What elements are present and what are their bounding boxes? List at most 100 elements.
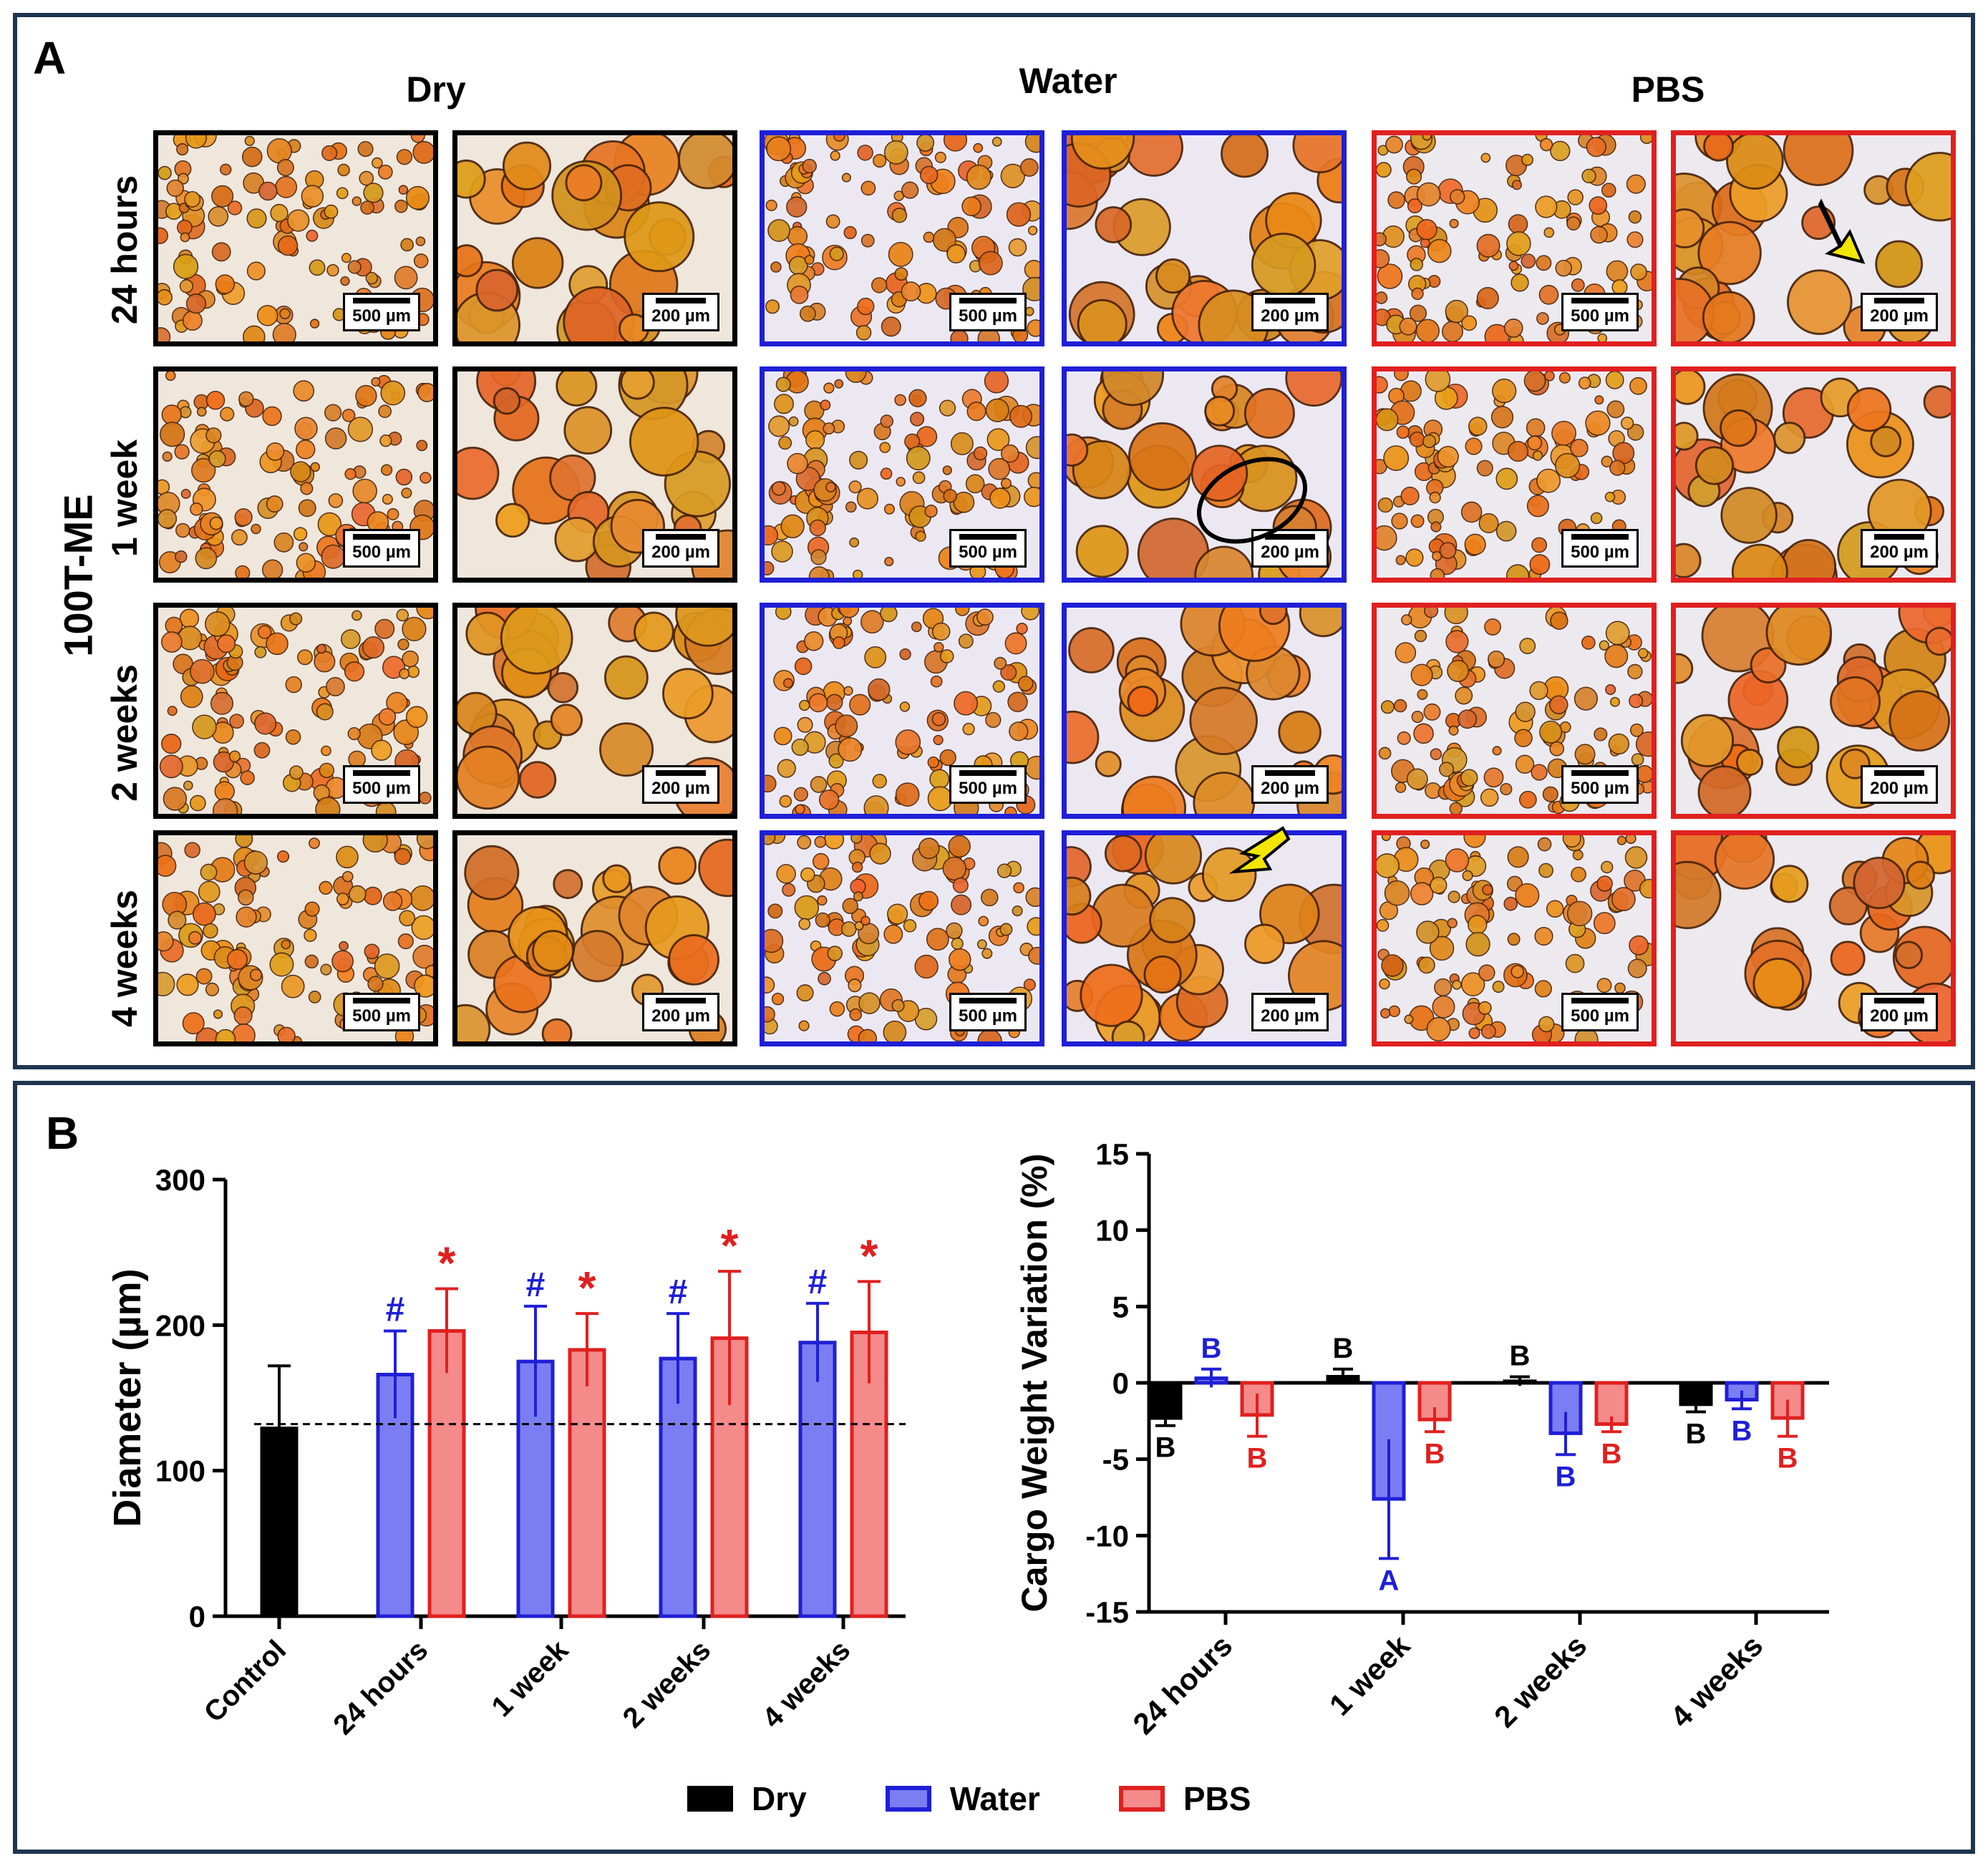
micrograph-dry-24-hours-high: 200 µm <box>452 130 737 346</box>
scale-bar-label: 200 µm <box>1261 1006 1319 1026</box>
scale-bar: 200 µm <box>642 765 719 804</box>
bar-pbs <box>568 1348 606 1618</box>
y-tick-label: 5 <box>1112 1290 1129 1323</box>
scale-bar-line <box>1265 534 1316 540</box>
significance-letter: B <box>1732 1415 1752 1447</box>
micrograph-pbs-4-weeks-high: 200 µm <box>1671 830 1956 1046</box>
scale-bar: 200 µm <box>1251 765 1329 804</box>
legend-label-dry: Dry <box>752 1780 807 1817</box>
scale-bar: 200 µm <box>1251 993 1329 1031</box>
microspheres-image <box>158 135 433 341</box>
significance-letter: B <box>1510 1340 1531 1371</box>
panel-b-letter: B <box>46 1107 79 1159</box>
panel-b: B <box>13 1081 1975 1854</box>
microspheres-image <box>1067 608 1342 814</box>
micrograph-pbs-24-hours-low: 500 µm <box>1372 130 1657 346</box>
significance-letter: B <box>1247 1443 1268 1474</box>
legend: Dry Water PBS <box>687 1779 1251 1818</box>
scale-bar: 500 µm <box>949 765 1027 804</box>
micrograph-pbs-2-weeks-high: 200 µm <box>1671 603 1956 819</box>
micrograph-water-2-weeks-low: 500 µm <box>760 603 1044 819</box>
significance-mark: # <box>526 1266 546 1304</box>
scale-bar: 500 µm <box>343 765 420 804</box>
significance-mark: * <box>438 1238 456 1289</box>
microspheres-image <box>159 608 433 814</box>
scale-bar-label: 500 µm <box>1571 306 1629 326</box>
scale-bar-label: 500 µm <box>959 1006 1017 1026</box>
scale-bar: 200 µm <box>1251 293 1329 331</box>
scale-bar: 500 µm <box>343 293 420 331</box>
arrow-icon <box>1818 198 1866 264</box>
y-axis-label: Cargo Weight Variation (%) <box>1014 1154 1054 1613</box>
x-tick-label: 2 weeks <box>1488 1628 1593 1734</box>
scale-bar: 500 µm <box>949 529 1027 568</box>
scale-bar: 500 µm <box>1561 293 1639 331</box>
significance-letter: B <box>1778 1443 1798 1474</box>
column-header-water: Water <box>1019 61 1117 101</box>
x-tick-label: Control <box>198 1634 293 1729</box>
significance-mark: * <box>860 1230 878 1281</box>
micrograph-dry-1-week-low: 500 µm <box>153 366 438 583</box>
scale-bar: 200 µm <box>1861 529 1938 568</box>
micrograph-water-24-hours-low: 500 µm <box>760 130 1044 346</box>
bar-water <box>798 1341 837 1618</box>
significance-letter: B <box>1601 1438 1622 1469</box>
scale-bar-line <box>353 534 411 540</box>
highlight-ellipse <box>1196 457 1308 544</box>
scale-bar-label: 500 µm <box>959 543 1017 562</box>
x-tick-label: 24 hours <box>327 1634 434 1741</box>
significance-letter: B <box>1201 1333 1222 1364</box>
scale-bar: 200 µm <box>1861 765 1938 804</box>
legend-swatch-water <box>885 1786 931 1812</box>
scale-bar: 500 µm <box>949 993 1027 1031</box>
scale-bar-label: 200 µm <box>651 543 710 562</box>
microspheres-image <box>457 371 732 578</box>
scale-bar: 200 µm <box>642 993 719 1031</box>
scale-bar-line <box>1874 298 1925 303</box>
scale-bar-line <box>1265 298 1316 303</box>
micrograph-dry-4-weeks-high: 200 µm <box>452 830 737 1046</box>
scale-bar-line <box>959 770 1017 776</box>
y-tick-label: 300 <box>155 1163 205 1197</box>
scale-bar-label: 500 µm <box>352 543 411 562</box>
scale-bar-label: 500 µm <box>959 306 1017 326</box>
significance-mark: # <box>669 1273 688 1311</box>
y-tick-label: -10 <box>1085 1519 1129 1552</box>
scale-bar-line <box>1571 534 1629 540</box>
scale-bar-line <box>1874 998 1925 1004</box>
microspheres-image <box>765 135 1039 341</box>
scale-bar-line <box>656 998 707 1004</box>
scale-bar-label: 500 µm <box>1571 779 1629 798</box>
scale-bar: 500 µm <box>343 529 420 568</box>
micrograph-pbs-24-hours-high: 200 µm <box>1671 130 1956 346</box>
y-tick-label: 200 <box>155 1308 205 1342</box>
micrograph-dry-1-week-high: 200 µm <box>452 366 737 583</box>
column-header-dry: Dry <box>406 69 466 110</box>
y-tick-label: 0 <box>189 1600 205 1633</box>
scale-bar-label: 500 µm <box>352 306 411 326</box>
significance-letter: B <box>1155 1432 1176 1464</box>
microspheres-image <box>1676 371 1951 578</box>
column-header-pbs: PBS <box>1631 69 1705 110</box>
scale-bar-line <box>656 534 707 540</box>
micrograph-water-24-hours-high: 200 µm <box>1062 130 1347 346</box>
scale-bar: 500 µm <box>949 293 1027 331</box>
scale-bar-line <box>1571 998 1629 1004</box>
micrograph-water-4-weeks-low: 500 µm <box>760 830 1044 1046</box>
scale-bar-line <box>1265 998 1316 1004</box>
scale-bar-label: 500 µm <box>352 1006 411 1026</box>
micrograph-pbs-1-week-high: 200 µm <box>1671 366 1956 583</box>
scale-bar: 500 µm <box>343 993 420 1031</box>
scale-bar-label: 200 µm <box>651 779 710 798</box>
microspheres-image <box>765 608 1039 814</box>
scale-bar-line <box>959 298 1017 303</box>
scale-bar-label: 200 µm <box>651 306 710 326</box>
y-tick-label: 10 <box>1095 1214 1129 1248</box>
legend-swatch-dry <box>687 1786 733 1812</box>
y-axis-label: Diameter (µm) <box>106 1268 149 1527</box>
microspheres-image <box>1067 835 1342 1041</box>
micrograph-water-1-week-low: 500 µm <box>760 366 1044 583</box>
significance-letter: B <box>1425 1438 1445 1469</box>
micrograph-water-4-weeks-high: 200 µm <box>1062 830 1347 1046</box>
